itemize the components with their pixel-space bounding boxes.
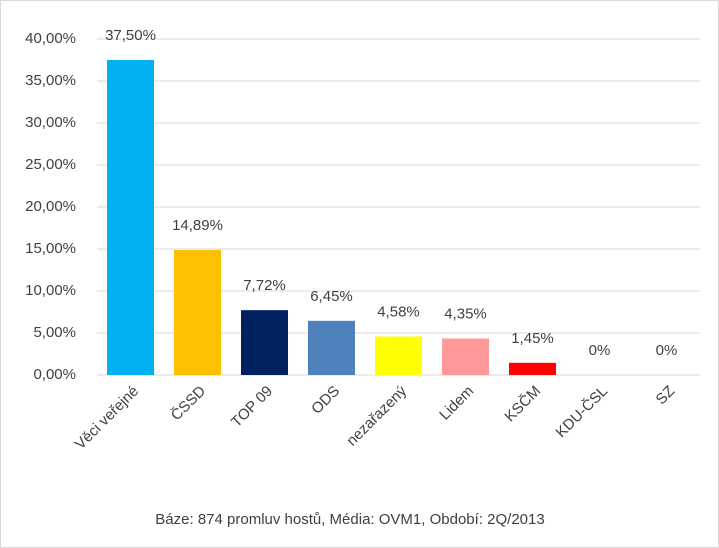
- y-tick-label: 15,00%: [25, 240, 76, 257]
- value-label: 14,89%: [172, 217, 223, 234]
- value-label: 0%: [589, 342, 611, 359]
- bar: [375, 336, 422, 375]
- bar: [442, 338, 489, 375]
- y-tick-label: 0,00%: [33, 366, 76, 383]
- value-label: 37,50%: [105, 27, 156, 44]
- value-label: 1,45%: [511, 330, 554, 347]
- y-tick-label: 35,00%: [25, 72, 76, 89]
- y-tick-label: 30,00%: [25, 114, 76, 131]
- y-tick-label: 40,00%: [25, 30, 76, 47]
- bar: [174, 249, 221, 375]
- y-tick-label: 25,00%: [25, 156, 76, 173]
- value-label: 4,35%: [444, 305, 487, 322]
- bar: [308, 320, 355, 375]
- bar: [241, 310, 288, 375]
- y-tick-label: 20,00%: [25, 198, 76, 215]
- chart-note: Báze: 874 promluv hostů, Média: OVM1, Ob…: [155, 511, 544, 528]
- value-label: 4,58%: [377, 303, 420, 320]
- value-label: 0%: [656, 342, 678, 359]
- value-label: 7,72%: [243, 277, 286, 294]
- bar: [509, 362, 556, 375]
- y-tick-label: 10,00%: [25, 282, 76, 299]
- bar: [107, 60, 154, 375]
- value-label: 6,45%: [310, 288, 353, 305]
- y-tick-label: 5,00%: [33, 324, 76, 341]
